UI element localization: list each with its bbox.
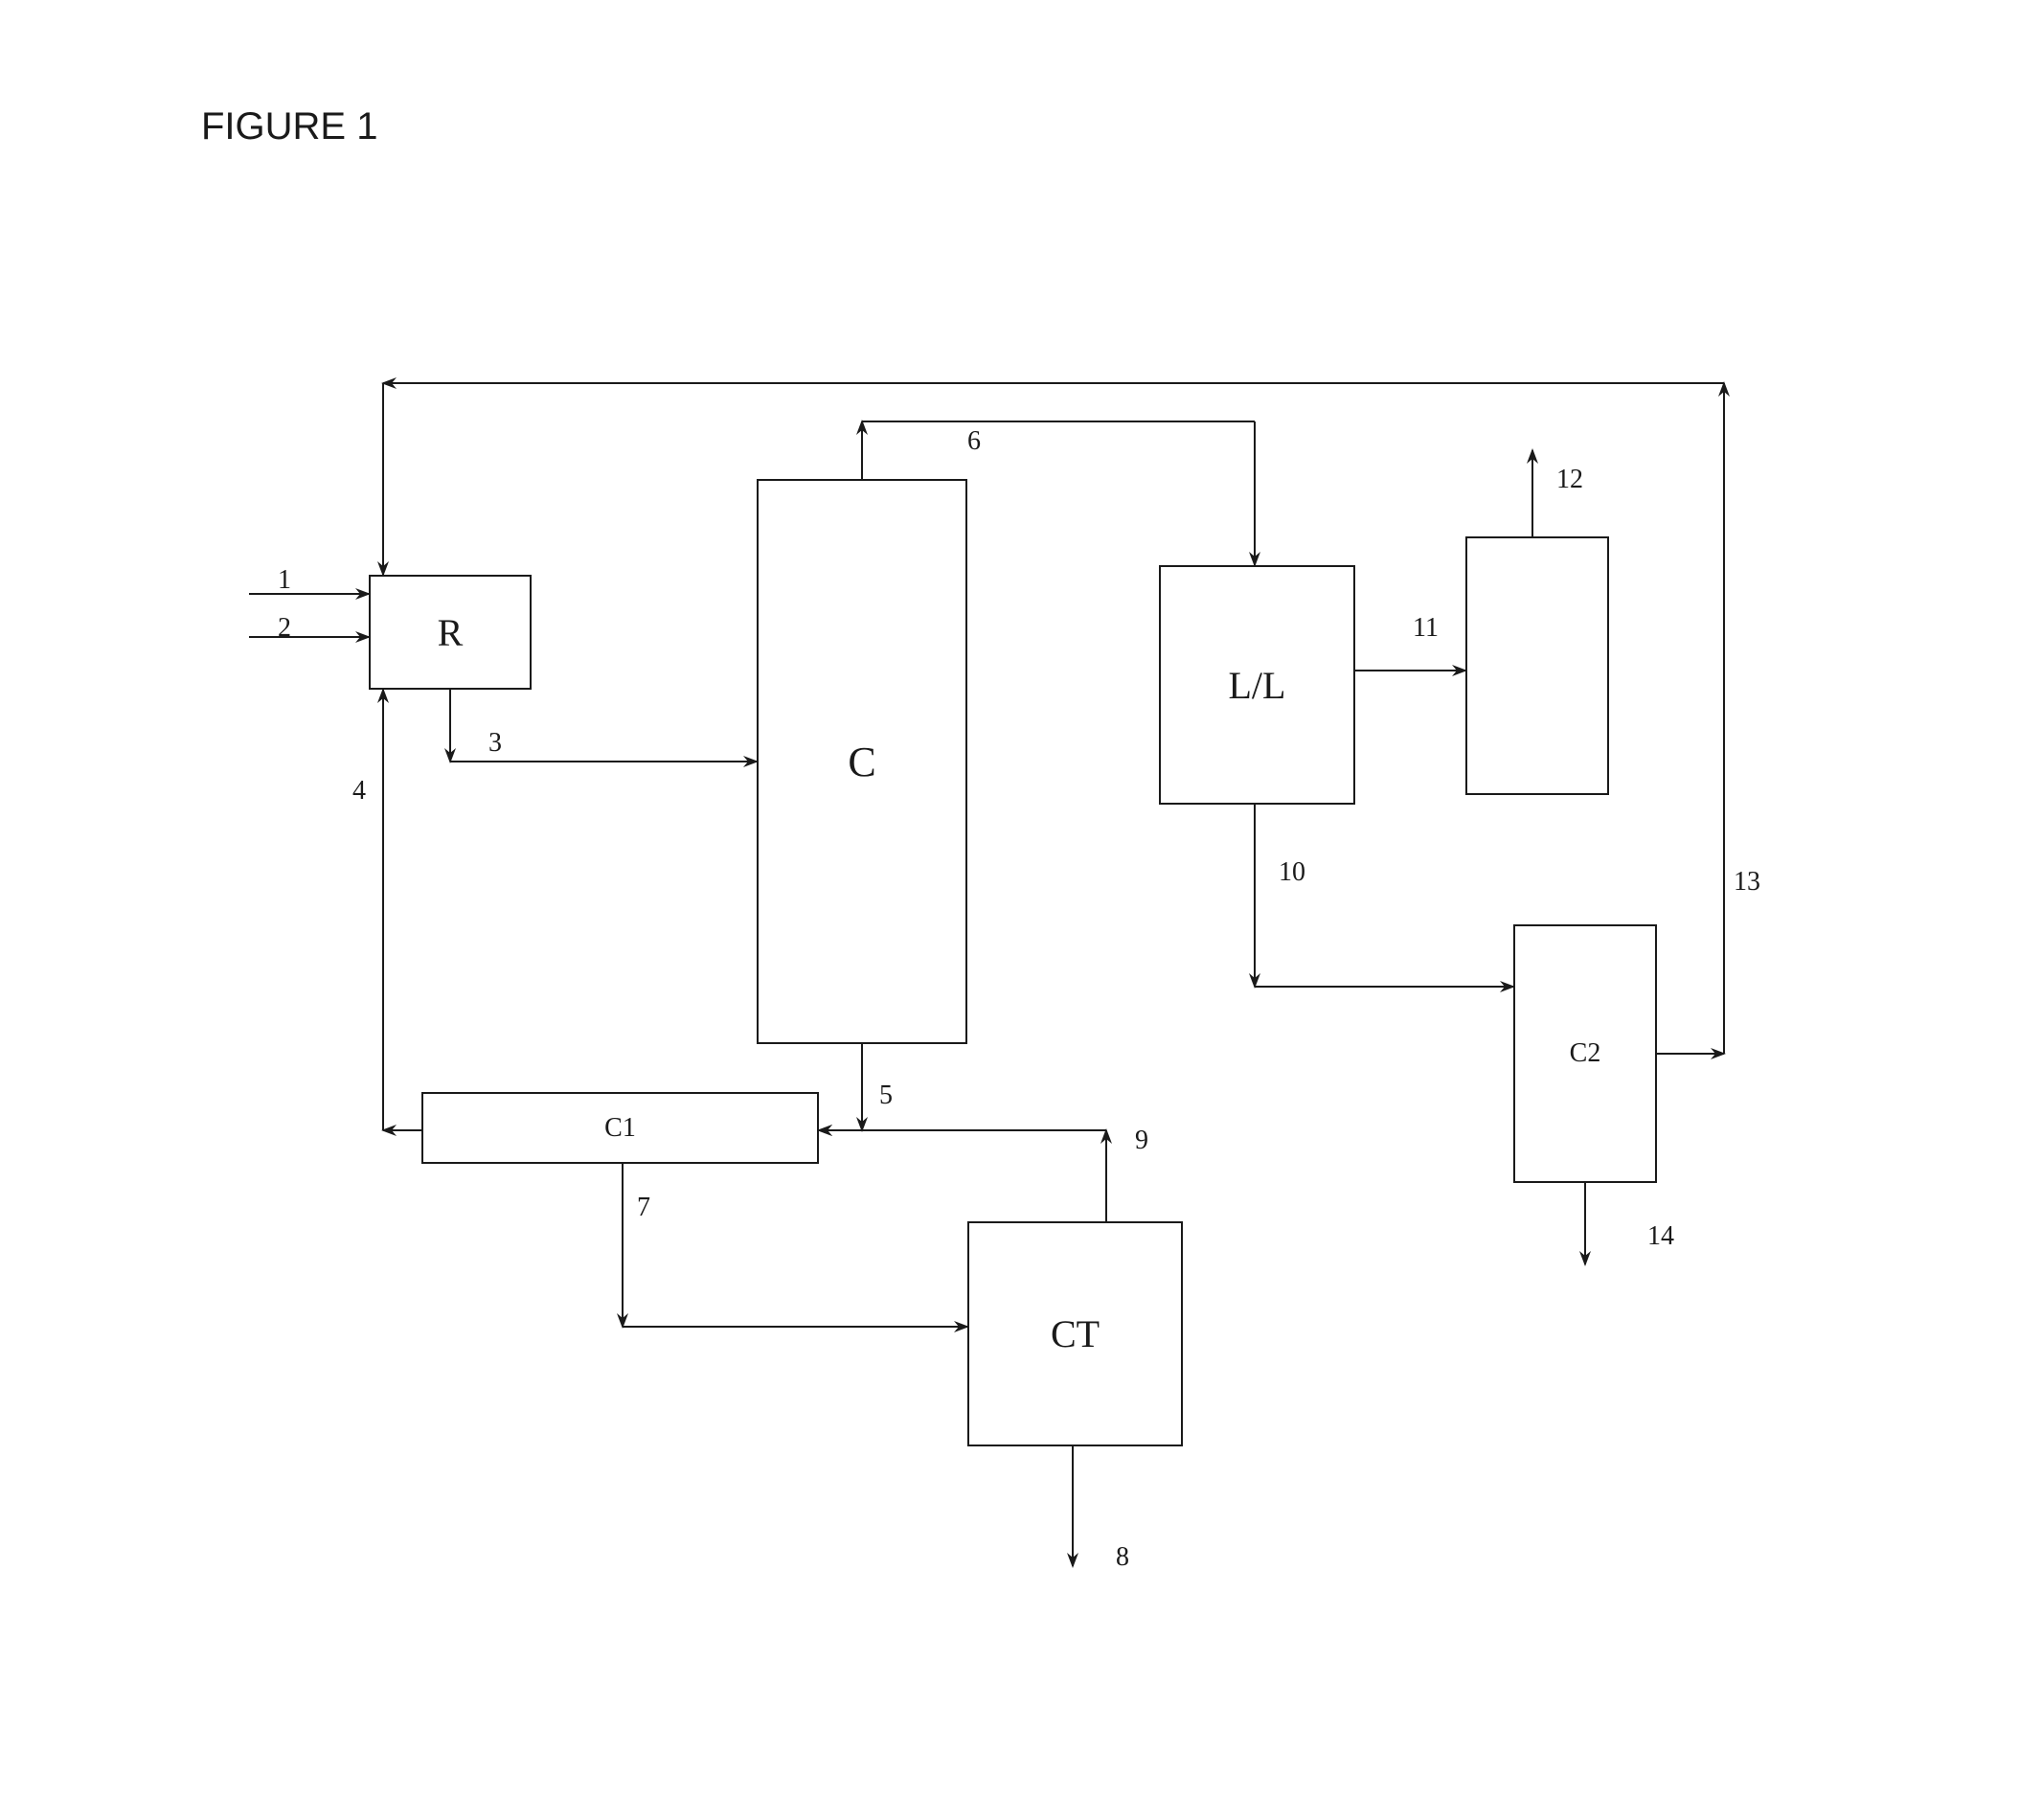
edge-label-9: 9 — [1135, 1126, 1148, 1156]
edge-label-7: 7 — [637, 1193, 650, 1223]
edge-label-2: 2 — [278, 613, 291, 644]
box-LL-label: L/L — [1229, 663, 1286, 708]
edge-label-12: 12 — [1556, 465, 1583, 495]
box-CT: CT — [967, 1221, 1183, 1446]
edge-label-4: 4 — [352, 776, 366, 807]
figure-title: FIGURE 1 — [201, 105, 377, 148]
box-R-label: R — [438, 610, 464, 655]
edge-label-5: 5 — [879, 1081, 893, 1111]
box-C2-label: C2 — [1570, 1038, 1601, 1069]
box-C2: C2 — [1513, 924, 1657, 1183]
edge-label-11: 11 — [1413, 613, 1439, 644]
box-C: C — [757, 479, 967, 1044]
edge-label-8: 8 — [1116, 1542, 1129, 1573]
arrows-layer — [0, 0, 2019, 1820]
box-B11 — [1465, 536, 1609, 795]
box-C1: C1 — [421, 1092, 819, 1164]
edge-label-3: 3 — [488, 728, 502, 759]
edge-label-1: 1 — [278, 565, 291, 596]
box-C1-label: C1 — [604, 1113, 636, 1144]
box-R: R — [369, 575, 532, 690]
edge-label-6: 6 — [967, 426, 981, 457]
edge-label-10: 10 — [1279, 857, 1305, 888]
box-CT-label: CT — [1051, 1311, 1100, 1356]
box-C-label: C — [848, 738, 875, 786]
edge-label-14: 14 — [1647, 1221, 1674, 1252]
box-LL: L/L — [1159, 565, 1355, 805]
edge-label-13: 13 — [1734, 867, 1760, 898]
